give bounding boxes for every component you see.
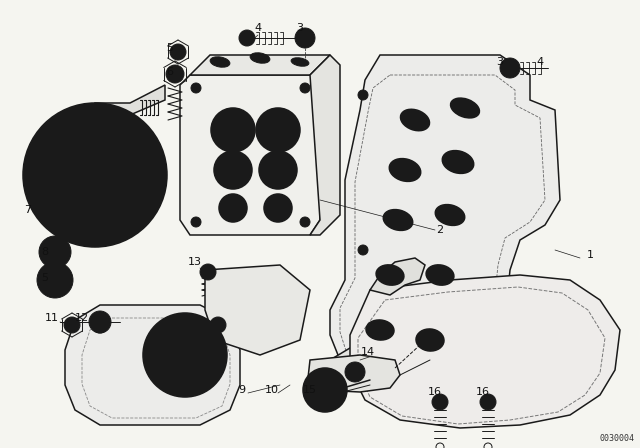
- Ellipse shape: [383, 210, 413, 230]
- Polygon shape: [65, 305, 240, 425]
- Polygon shape: [310, 55, 340, 235]
- Circle shape: [39, 236, 71, 268]
- Text: 2: 2: [436, 225, 444, 235]
- Text: 5: 5: [166, 43, 173, 53]
- Ellipse shape: [451, 98, 479, 118]
- Ellipse shape: [401, 109, 429, 131]
- Text: 3: 3: [296, 23, 303, 33]
- Circle shape: [166, 65, 184, 83]
- Circle shape: [432, 394, 448, 410]
- Circle shape: [170, 44, 186, 60]
- Text: 4: 4: [536, 57, 543, 67]
- Circle shape: [295, 28, 315, 48]
- Polygon shape: [95, 85, 165, 120]
- Polygon shape: [180, 75, 320, 235]
- Ellipse shape: [250, 53, 270, 63]
- Polygon shape: [190, 55, 330, 75]
- Text: 1: 1: [586, 250, 593, 260]
- Polygon shape: [308, 355, 400, 392]
- Ellipse shape: [426, 265, 454, 285]
- Polygon shape: [370, 258, 425, 295]
- Text: 13: 13: [188, 257, 202, 267]
- Circle shape: [89, 311, 111, 333]
- Text: 9: 9: [239, 385, 246, 395]
- Circle shape: [300, 83, 310, 93]
- Text: 5: 5: [42, 273, 49, 283]
- Circle shape: [143, 313, 227, 397]
- Ellipse shape: [416, 329, 444, 351]
- Polygon shape: [330, 345, 440, 392]
- Ellipse shape: [211, 108, 255, 152]
- Circle shape: [500, 58, 520, 78]
- Circle shape: [50, 130, 140, 220]
- Ellipse shape: [264, 194, 292, 222]
- Circle shape: [163, 333, 207, 377]
- Polygon shape: [350, 275, 620, 428]
- Circle shape: [480, 394, 496, 410]
- Circle shape: [358, 245, 368, 255]
- Text: 15: 15: [303, 385, 317, 395]
- Text: 14: 14: [361, 347, 375, 357]
- Text: 10: 10: [265, 385, 279, 395]
- Circle shape: [23, 103, 167, 247]
- Circle shape: [191, 83, 201, 93]
- Circle shape: [43, 268, 67, 292]
- Circle shape: [64, 317, 80, 333]
- Ellipse shape: [259, 151, 297, 189]
- Ellipse shape: [214, 151, 252, 189]
- Text: 8: 8: [42, 247, 49, 257]
- Text: 16: 16: [476, 387, 490, 397]
- Ellipse shape: [442, 151, 474, 173]
- Text: 16: 16: [428, 387, 442, 397]
- Circle shape: [191, 217, 201, 227]
- Text: 3: 3: [497, 57, 504, 67]
- Text: 12: 12: [75, 313, 89, 323]
- Text: 7: 7: [24, 205, 31, 215]
- Circle shape: [345, 362, 365, 382]
- Ellipse shape: [291, 58, 309, 66]
- Ellipse shape: [210, 57, 230, 67]
- Ellipse shape: [389, 159, 420, 181]
- Ellipse shape: [435, 205, 465, 225]
- Circle shape: [92, 317, 108, 333]
- Polygon shape: [330, 55, 560, 390]
- Circle shape: [300, 217, 310, 227]
- Circle shape: [303, 368, 347, 412]
- Circle shape: [175, 345, 195, 365]
- Circle shape: [45, 242, 65, 262]
- Text: 6: 6: [166, 67, 173, 77]
- Polygon shape: [205, 265, 310, 355]
- Ellipse shape: [219, 194, 247, 222]
- Circle shape: [210, 317, 226, 333]
- Circle shape: [358, 90, 368, 100]
- Circle shape: [239, 30, 255, 46]
- Text: 0030004: 0030004: [600, 434, 635, 443]
- Ellipse shape: [376, 265, 404, 285]
- Ellipse shape: [256, 108, 300, 152]
- Text: 11: 11: [45, 313, 59, 323]
- Circle shape: [200, 264, 216, 280]
- Circle shape: [37, 262, 73, 298]
- Text: 4: 4: [255, 23, 262, 33]
- Ellipse shape: [366, 320, 394, 340]
